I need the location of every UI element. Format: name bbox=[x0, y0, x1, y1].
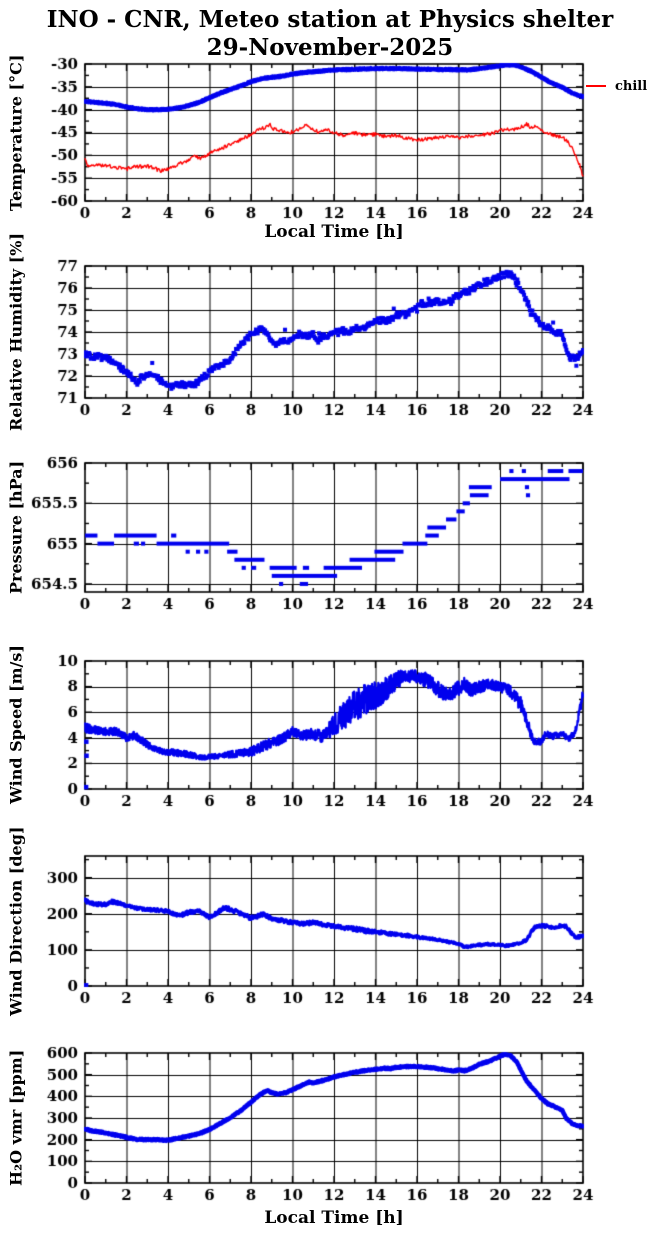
temperature-x-axis-label: Local Time [h] bbox=[264, 222, 404, 242]
wind-direction-chart-canvas bbox=[0, 844, 655, 1026]
h2o-x-axis-label: Local Time [h] bbox=[264, 1208, 404, 1228]
pressure-chart-canvas bbox=[0, 451, 655, 632]
humidity-chart-canvas bbox=[0, 254, 655, 438]
wind-speed-chart-canvas bbox=[0, 649, 655, 829]
h2o-chart-canvas bbox=[0, 1041, 655, 1223]
page-title: INO - CNR, Meteo station at Physics shel… bbox=[46, 6, 614, 33]
temperature-chart-canvas bbox=[0, 52, 655, 241]
